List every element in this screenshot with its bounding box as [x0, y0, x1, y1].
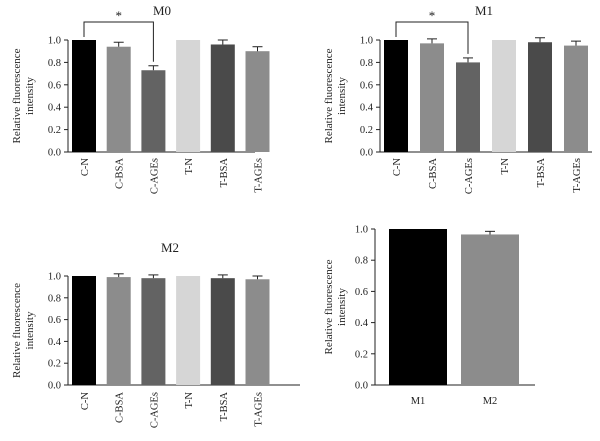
y-tick-label: 0.2	[48, 359, 61, 370]
y-axis-label: Relative fluorescenceintensity	[11, 283, 36, 378]
bar-t-ages	[245, 51, 270, 153]
bar-m2	[461, 234, 519, 385]
chart-title: M0	[153, 3, 171, 18]
bar-t-n	[176, 276, 201, 385]
x-tick-label: C-N	[80, 158, 91, 177]
x-tick-label: T-N	[184, 158, 195, 175]
x-tick-label: M1	[411, 396, 426, 407]
y-tick-label: 0.8	[48, 293, 61, 304]
bar-t-n	[176, 40, 201, 152]
y-tick-label: 0.0	[48, 381, 61, 392]
y-tick-label: 0.0	[48, 148, 61, 159]
bar-m1	[389, 229, 447, 385]
x-tick-label: C-N	[80, 392, 91, 411]
y-tick-label: 0.8	[48, 58, 61, 69]
y-tick-label: 0.6	[355, 287, 368, 298]
bar-c-ages	[456, 62, 480, 152]
bar-c-bsa	[106, 46, 131, 152]
y-tick-label: 0.2	[355, 349, 368, 360]
bar-c-bsa	[420, 43, 444, 152]
y-tick-label: 0.6	[48, 315, 61, 326]
x-tick-label: T-N	[500, 158, 511, 175]
significance-marker: *	[115, 8, 122, 23]
bar-t-bsa	[210, 278, 235, 385]
y-tick-label: 0.6	[48, 80, 61, 91]
y-axis-label: Relative fluorescenceintensity	[323, 48, 348, 143]
y-tick-label: 0.4	[48, 337, 62, 348]
bar-t-ages	[564, 45, 588, 152]
significance-bracket	[395, 21, 469, 54]
x-tick-label: C-AGEs	[464, 158, 475, 194]
significance-bracket	[83, 21, 154, 62]
y-tick-label: 0.6	[360, 80, 373, 91]
bar-t-n	[492, 40, 516, 152]
x-tick-label: T-AGEs	[254, 392, 265, 427]
chart-title: M2	[161, 240, 179, 255]
y-tick-label: 1.0	[48, 272, 61, 283]
y-tick-label: 0.2	[48, 125, 61, 136]
x-tick-label: T-N	[184, 392, 195, 409]
bar-c-n	[384, 40, 408, 152]
y-tick-label: 0.0	[360, 148, 373, 159]
bar-c-bsa	[106, 277, 131, 385]
x-tick-label: C-BSA	[428, 158, 439, 189]
x-tick-label: C-BSA	[115, 392, 126, 423]
chart-title: M1	[475, 3, 493, 18]
x-tick-label: T-AGEs	[254, 158, 265, 193]
x-tick-label: T-AGEs	[572, 158, 583, 193]
bar-t-bsa	[528, 42, 552, 152]
y-tick-label: 0.4	[355, 318, 369, 329]
x-tick-label: T-BSA	[219, 392, 230, 422]
y-tick-label: 0.8	[360, 58, 373, 69]
bar-c-ages	[141, 278, 166, 385]
y-tick-label: 1.0	[360, 36, 373, 47]
chart-panel-2: M2 Relative fluorescenceintensity 0.0 0.2 0.…	[11, 240, 300, 428]
y-tick-label: 1.0	[48, 36, 61, 47]
x-tick-label: C-BSA	[115, 158, 126, 189]
bar-c-ages	[141, 70, 166, 152]
bar-t-ages	[245, 279, 270, 385]
y-tick-label: 0.8	[355, 256, 368, 267]
chart-panel-1: M1 Relative fluorescenceintensity 0.0 0.2 0.…	[323, 3, 592, 194]
chart-panel-3: Relative fluorescenceintensity 0.0 0.2 0.4 0…	[323, 225, 535, 407]
y-tick-label: 0.0	[355, 381, 368, 392]
chart-panel-0: M0 Relative fluorescenceintensity 0.0 0.2 0.…	[11, 3, 270, 194]
y-tick-label: 0.2	[360, 125, 373, 136]
x-tick-label: C-AGEs	[149, 158, 160, 194]
y-tick-label: 0.4	[360, 103, 374, 114]
y-tick-label: 1.0	[355, 225, 368, 236]
x-tick-label: T-BSA	[219, 158, 230, 188]
y-tick-label: 0.4	[48, 103, 62, 114]
x-tick-label: M2	[483, 396, 498, 407]
y-axis-label: Relative fluorescenceintensity	[323, 259, 348, 354]
bar-t-bsa	[210, 44, 235, 153]
x-tick-label: C-N	[392, 158, 403, 177]
significance-marker: *	[429, 8, 436, 23]
bar-c-n	[72, 40, 96, 152]
x-tick-label: T-BSA	[536, 158, 547, 188]
bar-c-n	[72, 276, 96, 385]
y-axis-label: Relative fluorescenceintensity	[11, 48, 36, 143]
x-tick-label: C-AGEs	[149, 392, 160, 428]
